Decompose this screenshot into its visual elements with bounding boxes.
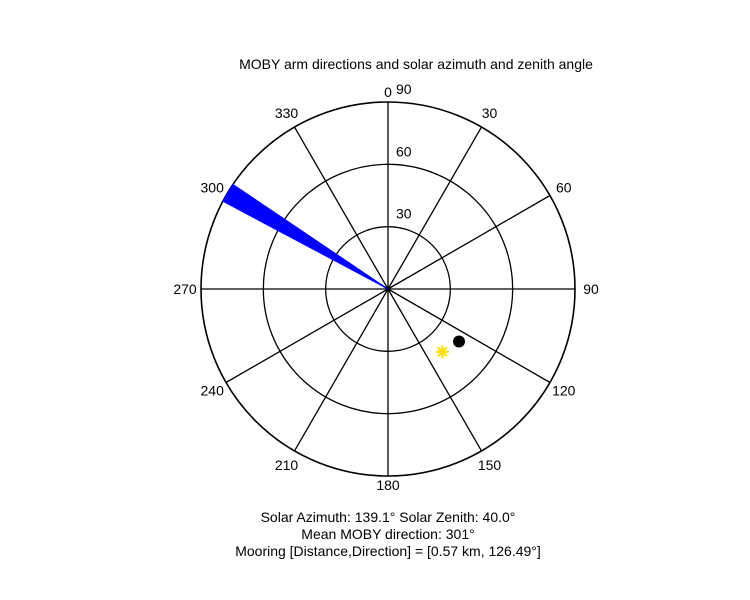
angle-label-90: 90 — [583, 281, 599, 297]
ring-60 — [262, 163, 514, 415]
spoke-330 — [293, 126, 389, 290]
radial-label-60: 60 — [396, 143, 412, 159]
solar-annotation: Solar Azimuth: 139.1° Solar Zenith: 40.0… — [261, 509, 516, 525]
angle-label-60: 60 — [556, 180, 572, 196]
angle-label-120: 120 — [552, 383, 576, 399]
sun-marker — [435, 345, 449, 359]
mean-direction-annotation: Mean MOBY direction: 301° — [301, 526, 474, 542]
angle-label-300: 300 — [201, 180, 225, 196]
sun-core — [438, 348, 446, 356]
spoke-150 — [387, 288, 483, 452]
ring-30 — [325, 226, 451, 352]
axis-labels: 0 30 60 90 120 150 180 210 240 270 300 330 30 60 90 — [173, 81, 599, 493]
radial-label-90: 90 — [396, 81, 412, 97]
angle-label-270: 270 — [173, 281, 197, 297]
spoke-60 — [387, 194, 551, 290]
angle-label-150: 150 — [478, 457, 502, 473]
angle-label-30: 30 — [482, 105, 498, 121]
angle-label-210: 210 — [275, 457, 299, 473]
angle-label-180: 180 — [376, 477, 400, 493]
radial-label-30: 30 — [396, 206, 412, 222]
spoke-240 — [225, 288, 389, 384]
chart-title: MOBY arm directions and solar azimuth an… — [239, 56, 593, 72]
mooring-marker — [452, 335, 465, 348]
chart-marks — [222, 183, 465, 359]
angle-label-0: 0 — [384, 84, 392, 100]
spoke-210 — [293, 288, 389, 452]
angle-label-330: 330 — [275, 105, 299, 121]
moby-arm-wedge — [222, 183, 389, 290]
angle-label-240: 240 — [201, 383, 225, 399]
ring-90 — [200, 101, 576, 477]
spoke-120 — [387, 288, 551, 384]
spoke-30 — [387, 126, 483, 290]
mooring-annotation: Mooring [Distance,Direction] = [0.57 km,… — [235, 543, 541, 559]
